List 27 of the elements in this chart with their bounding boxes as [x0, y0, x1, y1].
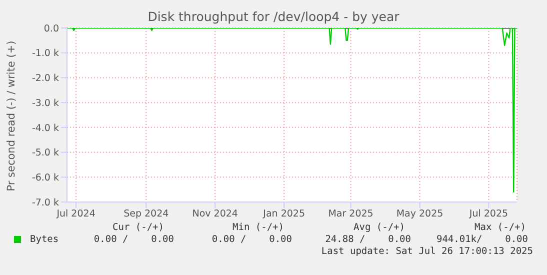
y-tick-label: -7.0 k — [32, 197, 60, 208]
y-tick-label: -3.0 k — [32, 98, 60, 109]
x-tick-label: Mar 2025 — [328, 208, 374, 220]
text: 0.00 / 0.00 — [94, 234, 174, 245]
text: Last update: Sat Jul 26 17:00:13 2025 — [321, 246, 533, 257]
text: 0.00 / 0.00 — [212, 234, 292, 245]
chart-title: Disk throughput for /dev/loop4 - by year — [146, 9, 400, 24]
y-tick-label: 0.0 — [44, 23, 59, 34]
y-tick-label: -2.0 k — [32, 73, 60, 84]
y-tick-label: -4.0 k — [32, 122, 60, 134]
text: Min (-/+) — [232, 222, 284, 233]
y-tick-label: -5.0 k — [32, 148, 60, 159]
x-tick-label: Jul 2025 — [468, 208, 508, 220]
text: Avg (-/+) — [354, 222, 405, 233]
x-tick-label: May 2025 — [396, 208, 444, 220]
y-tick-label: -1.0 k — [32, 48, 60, 60]
y-axis-title: Pr second read (-) / write (+) — [5, 40, 17, 192]
text: 944.01k/ 0.00 — [436, 234, 528, 245]
x-tick-label: Sep 2024 — [124, 208, 169, 220]
x-tick-label: Jan 2025 — [262, 208, 306, 220]
y-tick-label: -6.0 k — [32, 172, 60, 184]
text: 24.88 / 0.00 — [325, 234, 411, 245]
legend-label: Bytes — [30, 234, 59, 245]
x-tick-label: Nov 2024 — [192, 208, 238, 220]
text: Max (-/+) — [474, 222, 526, 233]
text: Cur (-/+) — [112, 222, 164, 233]
x-tick-label: Jul 2024 — [56, 208, 96, 220]
